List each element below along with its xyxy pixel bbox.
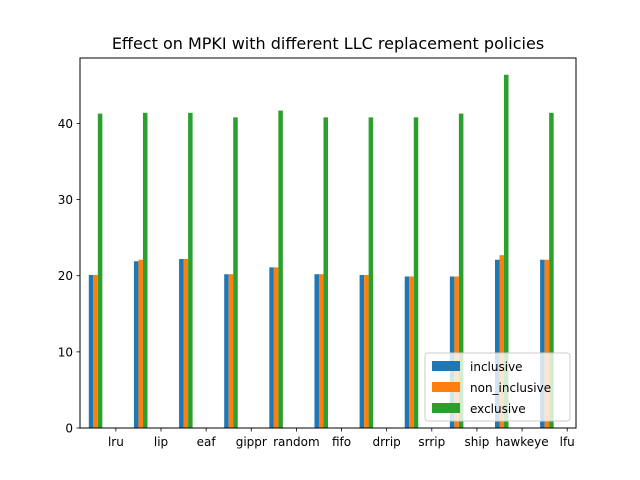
bar-inclusive-lfu xyxy=(540,259,545,428)
bar-non_inclusive-lfu xyxy=(544,259,550,428)
legend: inclusive non_inclusive exclusive xyxy=(424,352,571,422)
bar-non_inclusive-fifo xyxy=(318,274,324,428)
bar-inclusive-ship xyxy=(449,276,455,428)
bar-inclusive-gippr xyxy=(224,274,229,428)
bar-inclusive-drrip xyxy=(359,274,365,428)
x-tick-label-eaf: eaf xyxy=(197,435,217,449)
bars-group xyxy=(88,74,554,428)
x-tick-label-fifo: fifo xyxy=(332,435,351,449)
legend-label-exclusive: exclusive xyxy=(470,402,526,416)
x-tick-label-lfu: lfu xyxy=(560,435,575,449)
bar-non_inclusive-eaf xyxy=(183,258,189,428)
bar-exclusive-drrip xyxy=(368,117,374,428)
legend-swatch-exclusive xyxy=(432,403,460,413)
x-tick-label-drrip: drrip xyxy=(373,435,401,449)
x-tick-label-random: random xyxy=(273,435,320,449)
chart-title: Effect on MPKI with different LLC replac… xyxy=(112,34,544,53)
y-tick-label-10: 10 xyxy=(58,345,73,359)
y-tick-label-40: 40 xyxy=(58,117,73,131)
x-tick-label-hawkeye: hawkeye xyxy=(495,435,548,449)
bar-non_inclusive-lip xyxy=(138,259,143,428)
bar-non_inclusive-random xyxy=(273,267,279,428)
bar-inclusive-lru xyxy=(88,274,94,428)
bar-exclusive-hawkeye xyxy=(504,74,509,428)
bar-exclusive-fifo xyxy=(323,117,328,428)
x-tick-label-srrip: srrip xyxy=(418,435,445,449)
bar-exclusive-ship xyxy=(458,113,464,428)
bar-inclusive-random xyxy=(269,267,274,428)
x-tick-label-gippr: gippr xyxy=(236,435,267,449)
bar-exclusive-lru xyxy=(97,113,103,428)
legend-label-non_inclusive: non_inclusive xyxy=(470,381,551,395)
x-tick-label-lru: lru xyxy=(108,435,124,449)
y-axis-ticks: 0 10 20 30 40 xyxy=(58,117,80,436)
bar-exclusive-eaf xyxy=(188,112,193,428)
y-tick-label-30: 30 xyxy=(58,193,73,207)
bar-non_inclusive-ship xyxy=(454,276,459,428)
bar-non_inclusive-lru xyxy=(93,274,98,428)
bar-non_inclusive-drrip xyxy=(364,274,369,428)
bar-exclusive-lfu xyxy=(549,112,554,428)
legend-box xyxy=(424,352,571,422)
legend-swatch-non_inclusive xyxy=(432,382,460,392)
bar-non_inclusive-gippr xyxy=(228,274,234,428)
bar-inclusive-eaf xyxy=(179,258,184,428)
x-tick-label-lip: lip xyxy=(154,435,168,449)
x-tick-label-ship: ship xyxy=(465,435,490,449)
legend-label-inclusive: inclusive xyxy=(470,360,523,374)
bar-non_inclusive-srrip xyxy=(409,276,414,428)
x-axis-ticks: lru lip eaf gippr random fifo drrip srrip ship ha… xyxy=(108,428,575,449)
y-tick-label-20: 20 xyxy=(58,269,73,283)
bar-exclusive-random xyxy=(278,110,283,428)
bar-non_inclusive-hawkeye xyxy=(499,255,505,428)
bar-inclusive-lip xyxy=(133,261,139,428)
bar-exclusive-srrip xyxy=(413,117,419,428)
plot-frame xyxy=(79,57,577,429)
legend-swatch-inclusive xyxy=(432,361,460,371)
bar-inclusive-fifo xyxy=(314,274,319,428)
bar-inclusive-hawkeye xyxy=(494,259,500,428)
bar-inclusive-srrip xyxy=(404,276,410,428)
y-tick-label-0: 0 xyxy=(65,422,73,436)
bar-exclusive-gippr xyxy=(233,117,238,428)
bar-exclusive-lip xyxy=(142,112,148,428)
